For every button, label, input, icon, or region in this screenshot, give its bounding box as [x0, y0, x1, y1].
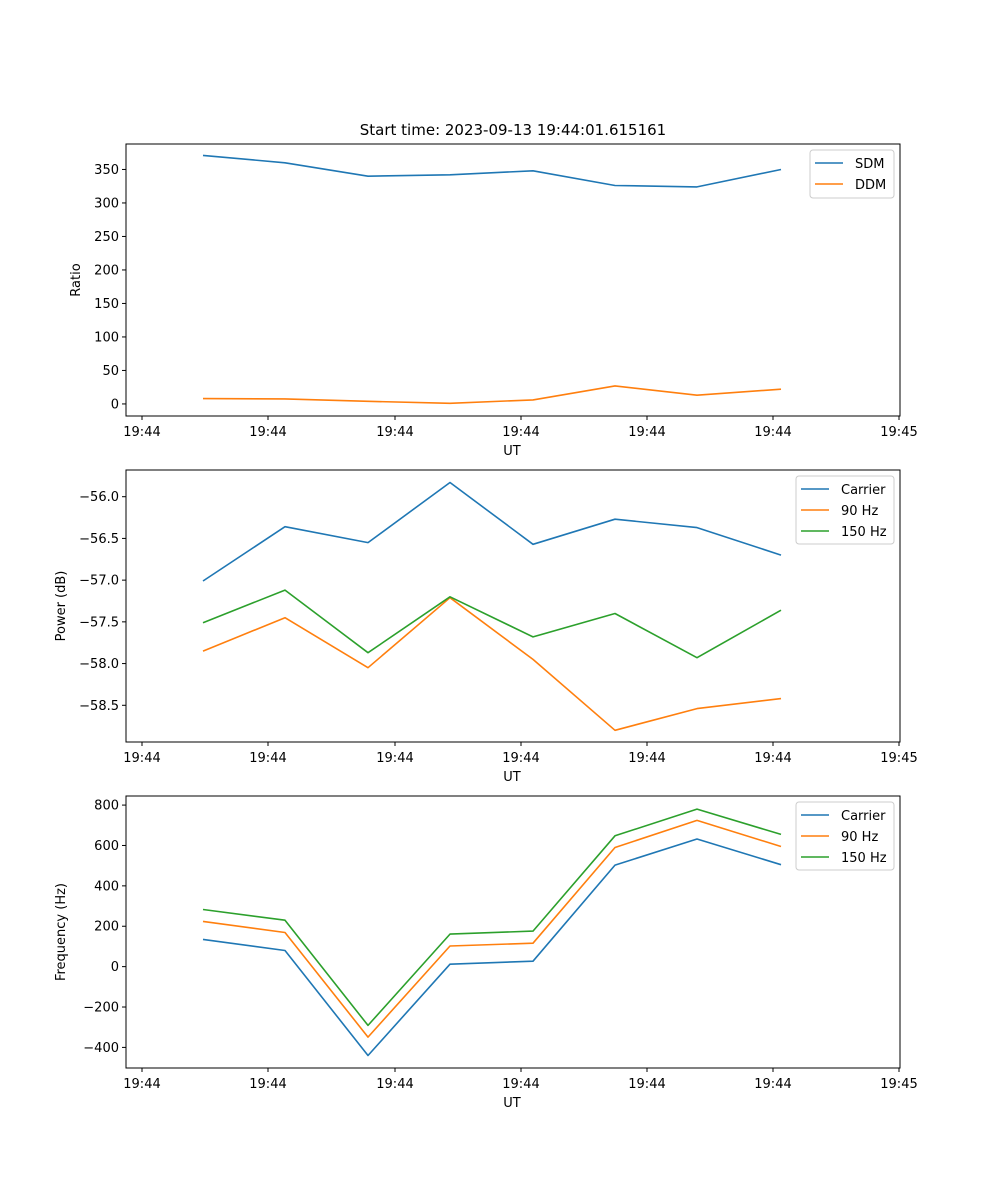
series-line-150-hz	[202, 808, 782, 1027]
legend: Carrier 90 Hz 150 Hz	[795, 475, 895, 545]
y-tick-label: 400	[94, 879, 119, 894]
x-tick-label: 19:44	[249, 1077, 286, 1092]
x-tick-label: 19:44	[502, 1077, 539, 1092]
x-tick-label: 19:45	[880, 751, 917, 766]
legend-label: Carrier	[841, 483, 886, 498]
x-tick-label: 19:44	[754, 751, 791, 766]
series-line-carrier	[202, 481, 782, 582]
x-axis-label: UT	[503, 770, 521, 785]
legend-label: SDM	[855, 157, 884, 172]
y-tick-label: 350	[94, 163, 119, 178]
legend: Carrier 90 Hz 150 Hz	[795, 801, 895, 871]
y-tick-label: 200	[94, 920, 119, 935]
chart-panel-2: −58.5 −58.0 −57.5 −57.0 −56.5 −56.0 19:44 19:44…	[54, 469, 918, 785]
x-tick-label: 19:44	[628, 425, 665, 440]
y-tick-label: −56.5	[79, 532, 119, 547]
x-axis-label: UT	[503, 1096, 521, 1111]
x-tick-label: 19:44	[249, 425, 286, 440]
y-axis-label: Ratio	[69, 263, 84, 296]
legend-box	[809, 149, 895, 199]
y-tick-label: −57.5	[79, 615, 119, 630]
series-line-90-hz	[202, 819, 782, 1038]
y-tick-label: −57.0	[79, 574, 119, 589]
series-line-carrier	[202, 838, 782, 1057]
chart-panel-1: Start time: 2023-09-13 19:44:01.615161 0 5…	[69, 121, 918, 459]
legend-label: 90 Hz	[841, 504, 878, 519]
y-axis-label: Frequency (Hz)	[54, 883, 69, 981]
series-line-90-hz	[202, 596, 782, 732]
y-tick-label: 600	[94, 839, 119, 854]
y-axis-label: Power (dB)	[54, 571, 69, 642]
x-tick-label: 19:44	[628, 1077, 665, 1092]
series-line-150-hz	[202, 589, 782, 659]
y-tick-label: 100	[94, 330, 119, 345]
x-tick-label: 19:44	[376, 1077, 413, 1092]
x-tick-label: 19:44	[502, 751, 539, 766]
chart-title: Start time: 2023-09-13 19:44:01.615161	[360, 121, 666, 139]
x-tick-label: 19:44	[502, 425, 539, 440]
y-tick-label: 50	[102, 364, 119, 379]
x-tick-label: 19:44	[754, 425, 791, 440]
x-tick-label: 19:44	[754, 1077, 791, 1092]
x-tick-label: 19:44	[123, 751, 160, 766]
y-tick-label: 0	[111, 397, 119, 412]
axes-frame	[125, 795, 901, 1069]
y-tick-label: −400	[83, 1041, 119, 1056]
y-tick-label: 150	[94, 297, 119, 312]
legend-label: 90 Hz	[841, 830, 878, 845]
axes-frame	[125, 143, 901, 417]
legend: SDM DDM	[809, 149, 895, 199]
x-tick-label: 19:44	[376, 425, 413, 440]
x-tick-label: 19:44	[628, 751, 665, 766]
y-tick-label: −56.0	[79, 490, 119, 505]
axes-frame	[125, 469, 901, 743]
legend-box	[795, 801, 895, 871]
legend-label: 150 Hz	[841, 851, 887, 866]
series-line-sdm	[202, 154, 782, 188]
x-tick-label: 19:45	[880, 425, 917, 440]
chart-panel-3: −400 −200 0 200 400 600 800 19:44 19:44 19:44 19:4…	[54, 795, 918, 1111]
y-tick-label: 250	[94, 230, 119, 245]
legend-label: 150 Hz	[841, 525, 887, 540]
x-axis-label: UT	[503, 444, 521, 459]
x-tick-label: 19:44	[123, 425, 160, 440]
y-tick-label: −58.5	[79, 699, 119, 714]
series-line-ddm	[202, 385, 782, 405]
y-tick-label: 0	[111, 960, 119, 975]
x-tick-label: 19:44	[376, 751, 413, 766]
legend-label: Carrier	[841, 809, 886, 824]
x-tick-label: 19:44	[123, 1077, 160, 1092]
y-tick-label: −200	[83, 1001, 119, 1016]
y-tick-label: −58.0	[79, 657, 119, 672]
legend-box	[795, 475, 895, 545]
legend-label: DDM	[855, 178, 886, 193]
y-tick-label: 200	[94, 263, 119, 278]
x-tick-label: 19:44	[249, 751, 286, 766]
y-tick-label: 800	[94, 799, 119, 814]
y-tick-label: 300	[94, 196, 119, 211]
x-tick-label: 19:45	[880, 1077, 917, 1092]
